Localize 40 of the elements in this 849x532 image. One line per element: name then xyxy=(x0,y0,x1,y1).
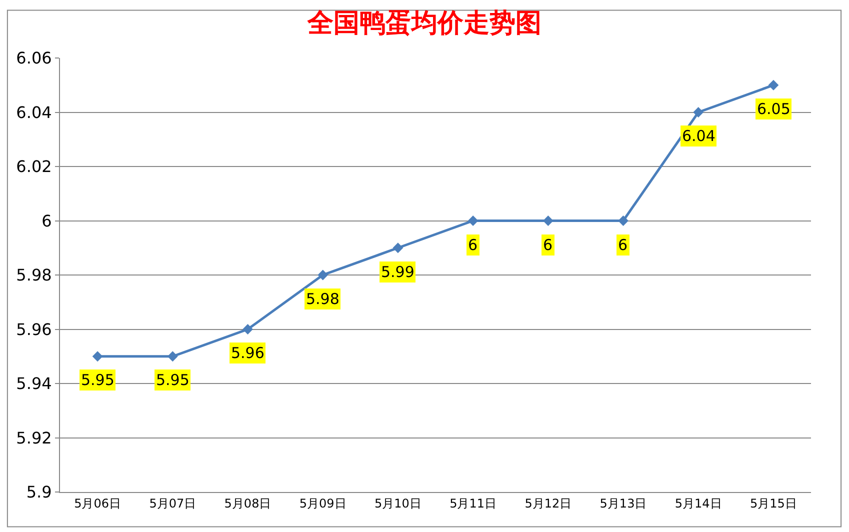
y-tick-label: 6.02 xyxy=(16,157,52,176)
y-tick-label: 5.9 xyxy=(26,482,52,502)
y-tick-label: 5.92 xyxy=(16,428,52,448)
data-label: 6 xyxy=(468,236,478,254)
x-tick-label: 5月11日 xyxy=(450,496,497,510)
x-tick-label: 5月12日 xyxy=(524,496,572,510)
data-label: 6 xyxy=(618,236,628,254)
y-tick-label: 6.06 xyxy=(16,48,52,68)
y-tick-label: 6.04 xyxy=(16,102,52,122)
x-tick-label: 5月07日 xyxy=(149,496,196,510)
x-tick-label: 5月13日 xyxy=(600,496,647,510)
point xyxy=(768,80,779,90)
data-label: 6 xyxy=(543,236,553,254)
point xyxy=(242,324,253,334)
x-tick-label: 5月06日 xyxy=(74,496,122,510)
y-tick-label: 6 xyxy=(42,211,52,230)
x-tick-label: 5月14日 xyxy=(674,496,722,510)
x-tick-label: 5月08日 xyxy=(224,496,272,510)
chart-title: 全国鸭蛋均价走势图 xyxy=(306,8,542,38)
x-tick-label: 5月09日 xyxy=(299,496,346,510)
point xyxy=(693,107,704,118)
data-label: 6.05 xyxy=(757,100,790,118)
data-label: 5.95 xyxy=(156,371,190,389)
data-label: 5.96 xyxy=(231,344,264,362)
y-tick-label: 5.94 xyxy=(16,374,52,394)
y-tick-label: 5.96 xyxy=(16,320,52,339)
data-label: 5.98 xyxy=(306,290,340,308)
data-label: 6.04 xyxy=(682,127,716,145)
point xyxy=(167,351,178,362)
x-tick-label: 5月15日 xyxy=(750,496,797,510)
point xyxy=(92,351,103,362)
data-label: 5.99 xyxy=(381,263,414,281)
point xyxy=(468,216,478,226)
x-tick-label: 5月10日 xyxy=(374,496,422,510)
point xyxy=(542,216,554,226)
point xyxy=(618,216,628,226)
point xyxy=(318,270,328,280)
y-tick-label: 5.98 xyxy=(16,266,52,285)
data-label: 5.95 xyxy=(81,371,114,389)
point xyxy=(392,242,404,254)
